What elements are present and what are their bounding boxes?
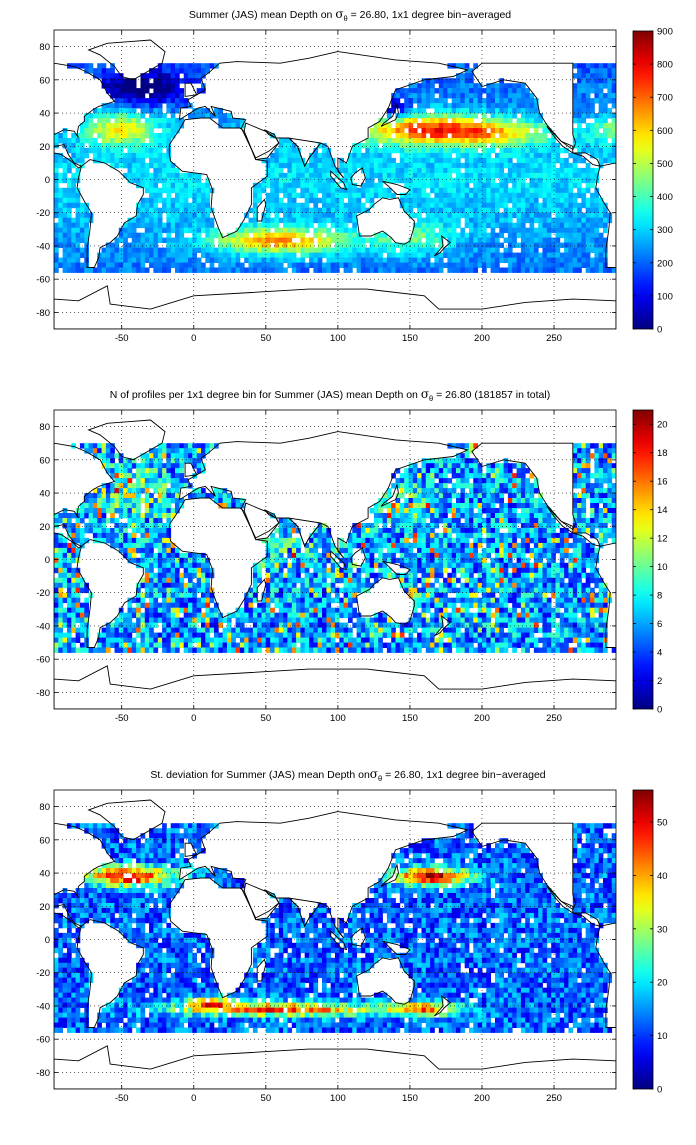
y-tick-label: -60 xyxy=(36,275,50,286)
map-panel-std-deviation: St. deviation for Summer (JAS) mean Dept… xyxy=(36,767,667,1104)
colorbar-tick-label: 600 xyxy=(657,126,673,137)
colorbar-profile-count xyxy=(633,410,653,709)
y-tick-label: -40 xyxy=(36,241,50,252)
y-tick-label: 20 xyxy=(39,142,50,153)
y-tick-label: 40 xyxy=(39,489,50,500)
y-tick-label: 60 xyxy=(39,75,50,86)
x-tick-label: 150 xyxy=(402,1093,418,1104)
y-tick-label: -20 xyxy=(36,588,50,599)
y-tick-label: -20 xyxy=(36,968,50,979)
y-tick-label: -80 xyxy=(36,1068,50,1079)
colorbar-tick-label: 0 xyxy=(657,705,662,716)
y-tick-label: 0 xyxy=(45,555,50,566)
colorbar-tick-label: 10 xyxy=(657,562,668,573)
y-tick-label: 40 xyxy=(39,109,50,120)
x-tick-label: 0 xyxy=(191,713,196,724)
y-tick-label: -40 xyxy=(36,621,50,632)
x-tick-label: 250 xyxy=(546,333,562,344)
y-tick-label: -20 xyxy=(36,208,50,219)
x-tick-label: -50 xyxy=(115,333,129,344)
x-tick-label: 200 xyxy=(474,713,490,724)
colorbar-tick-label: 40 xyxy=(657,871,668,882)
colorbar-tick-label: 100 xyxy=(657,291,673,302)
colorbar-tick-label: 0 xyxy=(657,325,662,336)
x-tick-label: 200 xyxy=(474,333,490,344)
colorbar-tick-label: 16 xyxy=(657,477,668,488)
y-tick-label: 0 xyxy=(45,175,50,186)
x-tick-label: 200 xyxy=(474,1093,490,1104)
colorbar-tick-label: 10 xyxy=(657,1031,668,1042)
x-tick-label: 0 xyxy=(191,1093,196,1104)
y-tick-label: 20 xyxy=(39,522,50,533)
colorbar-mean-depth xyxy=(633,31,653,329)
panel-title-std-deviation: St. deviation for Summer (JAS) mean Dept… xyxy=(150,767,545,783)
colorbar-std-deviation xyxy=(633,790,653,1089)
y-tick-label: 40 xyxy=(39,869,50,880)
colorbar-tick-label: 4 xyxy=(657,648,662,659)
x-tick-label: 100 xyxy=(330,1093,346,1104)
y-tick-label: -80 xyxy=(36,688,50,699)
x-tick-label: 100 xyxy=(330,713,346,724)
colorbar-tick-label: 6 xyxy=(657,619,662,630)
y-tick-label: 80 xyxy=(39,42,50,53)
y-tick-label: -40 xyxy=(36,1001,50,1012)
colorbar-tick-label: 20 xyxy=(657,978,668,989)
panel-title-profile-count: N of profiles per 1x1 degree bin for Sum… xyxy=(110,387,550,403)
x-tick-label: -50 xyxy=(115,713,129,724)
colorbar-tick-label: 14 xyxy=(657,505,668,516)
y-tick-label: -60 xyxy=(36,1035,50,1046)
colorbar-tick-label: 30 xyxy=(657,924,668,935)
colorbar-tick-label: 700 xyxy=(657,93,673,104)
colorbar-tick-label: 18 xyxy=(657,448,668,459)
x-tick-label: 250 xyxy=(546,713,562,724)
panel-title-mean-depth: Summer (JAS) mean Depth on σθ = 26.80, 1… xyxy=(189,7,511,23)
y-tick-label: 20 xyxy=(39,902,50,913)
colorbar-tick-label: 200 xyxy=(657,258,673,269)
map-panel-profile-count: N of profiles per 1x1 degree bin for Sum… xyxy=(36,387,667,724)
x-tick-label: 250 xyxy=(546,1093,562,1104)
x-tick-label: 100 xyxy=(330,333,346,344)
y-tick-label: -60 xyxy=(36,655,50,666)
x-tick-label: 150 xyxy=(402,333,418,344)
map-panel-mean-depth: Summer (JAS) mean Depth on σθ = 26.80, 1… xyxy=(36,7,673,344)
y-tick-label: 80 xyxy=(39,422,50,433)
x-tick-label: -50 xyxy=(115,1093,129,1104)
x-tick-label: 50 xyxy=(261,713,272,724)
y-tick-label: 0 xyxy=(45,935,50,946)
colorbar-tick-label: 0 xyxy=(657,1085,662,1096)
colorbar-tick-label: 20 xyxy=(657,420,668,431)
x-tick-label: 150 xyxy=(402,713,418,724)
y-tick-label: 60 xyxy=(39,455,50,466)
colorbar-tick-label: 50 xyxy=(657,818,668,829)
colorbar-tick-label: 500 xyxy=(657,159,673,170)
y-tick-label: -80 xyxy=(36,308,50,319)
colorbar-tick-label: 800 xyxy=(657,60,673,71)
colorbar-tick-label: 12 xyxy=(657,534,668,545)
x-tick-label: 50 xyxy=(261,333,272,344)
colorbar-tick-label: 400 xyxy=(657,192,673,203)
x-tick-label: 0 xyxy=(191,333,196,344)
colorbar-tick-label: 900 xyxy=(657,27,673,38)
colorbar-tick-label: 300 xyxy=(657,225,673,236)
x-tick-label: 50 xyxy=(261,1093,272,1104)
y-tick-label: 60 xyxy=(39,835,50,846)
colorbar-tick-label: 2 xyxy=(657,676,662,687)
y-tick-label: 80 xyxy=(39,802,50,813)
colorbar-tick-label: 8 xyxy=(657,591,662,602)
